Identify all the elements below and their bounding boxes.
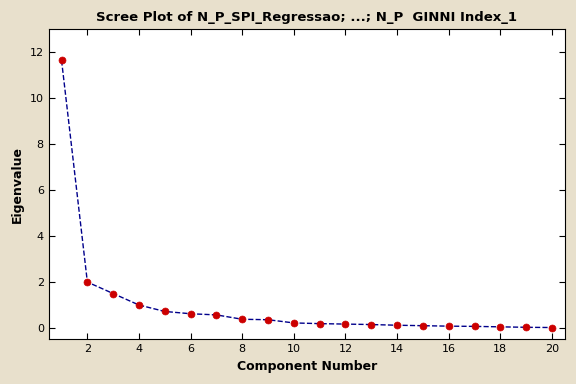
Y-axis label: Eigenvalue: Eigenvalue	[11, 146, 24, 223]
Title: Scree Plot of N_P_SPI_Regressao; ...; N_P  GINNI Index_1: Scree Plot of N_P_SPI_Regressao; ...; N_…	[96, 11, 517, 24]
X-axis label: Component Number: Component Number	[237, 360, 377, 373]
